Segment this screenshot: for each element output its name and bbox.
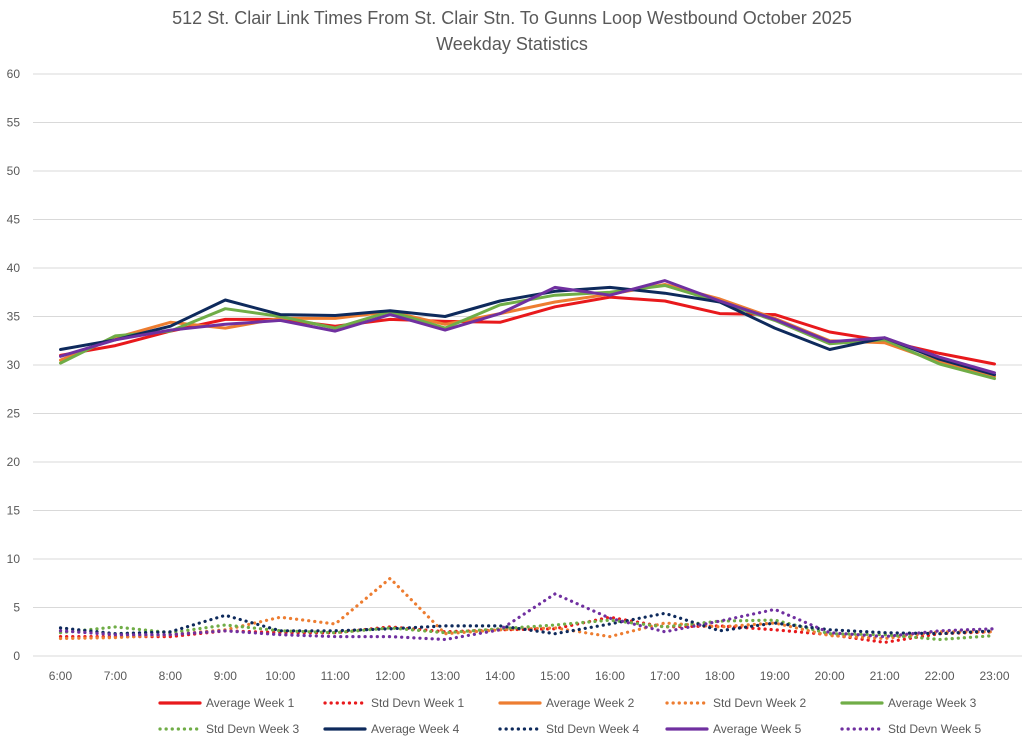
- x-tick-label: 23:00: [980, 669, 1010, 683]
- x-tick-label: 16:00: [595, 669, 625, 683]
- legend-label: Average Week 5: [713, 722, 802, 736]
- series-line-average-week-1: [59, 295, 996, 366]
- series-line-std-devn-week-2: [58, 576, 997, 641]
- x-tick-label: 13:00: [430, 669, 460, 683]
- x-tick-label: 8:00: [159, 669, 183, 683]
- legend-label: Std Devn Week 4: [546, 722, 639, 736]
- x-tick-label: 17:00: [650, 669, 680, 683]
- y-tick-label: 55: [7, 116, 21, 130]
- x-tick-label: 18:00: [705, 669, 735, 683]
- y-tick-label: 50: [7, 164, 21, 178]
- y-tick-label: 0: [13, 649, 20, 663]
- series-line-std-devn-week-5: [58, 592, 997, 642]
- legend-label: Std Devn Week 3: [206, 722, 299, 736]
- y-tick-label: 40: [7, 261, 21, 275]
- legend-item: Std Devn Week 2: [665, 696, 806, 710]
- x-tick-label: 7:00: [104, 669, 128, 683]
- x-tick-label: 22:00: [925, 669, 955, 683]
- y-tick-label: 35: [7, 310, 21, 324]
- series-line-std-devn-week-4: [58, 611, 997, 636]
- legend-item: Std Devn Week 3: [158, 722, 299, 736]
- x-tick-label: 20:00: [815, 669, 845, 683]
- x-tick-label: 15:00: [540, 669, 570, 683]
- y-tick-label: 30: [7, 358, 21, 372]
- legend-item: Average Week 3: [840, 696, 977, 710]
- chart-title: 512 St. Clair Link Times From St. Clair …: [172, 8, 852, 28]
- legend-label: Std Devn Week 5: [888, 722, 981, 736]
- x-tick-label: 9:00: [214, 669, 238, 683]
- y-tick-label: 60: [7, 67, 21, 81]
- x-tick-label: 12:00: [375, 669, 405, 683]
- series-line-std-devn-week-3: [58, 618, 997, 642]
- x-tick-label: 21:00: [870, 669, 900, 683]
- legend-label: Std Devn Week 1: [371, 696, 464, 710]
- series-line-average-week-4: [59, 285, 996, 377]
- y-tick-label: 5: [13, 601, 20, 615]
- legend-label: Average Week 4: [371, 722, 460, 736]
- x-tick-label: 6:00: [49, 669, 73, 683]
- y-tick-label: 15: [7, 504, 21, 518]
- legend-item: Average Week 5: [665, 722, 802, 736]
- legend-item: Std Devn Week 4: [498, 722, 639, 736]
- legend-label: Average Week 3: [888, 696, 977, 710]
- series-line-average-week-2: [59, 283, 996, 379]
- x-tick-label: 19:00: [760, 669, 790, 683]
- legend-item: Average Week 2: [498, 696, 635, 710]
- x-tick-label: 14:00: [485, 669, 515, 683]
- x-tick-label: 11:00: [321, 669, 350, 683]
- legend-item: Std Devn Week 5: [840, 722, 981, 736]
- y-tick-label: 25: [7, 407, 21, 421]
- legend-item: Std Devn Week 1: [323, 696, 464, 710]
- y-tick-label: 20: [7, 455, 21, 469]
- y-tick-label: 45: [7, 213, 21, 227]
- series-line-average-week-5: [59, 279, 996, 375]
- y-tick-label: 10: [7, 552, 21, 566]
- chart-subtitle: Weekday Statistics: [436, 34, 588, 54]
- x-tick-label: 10:00: [265, 669, 295, 683]
- legend-label: Std Devn Week 2: [713, 696, 806, 710]
- legend-item: Average Week 1: [158, 696, 295, 710]
- legend-label: Average Week 1: [206, 696, 295, 710]
- legend-label: Average Week 2: [546, 696, 635, 710]
- legend-item: Average Week 4: [323, 722, 460, 736]
